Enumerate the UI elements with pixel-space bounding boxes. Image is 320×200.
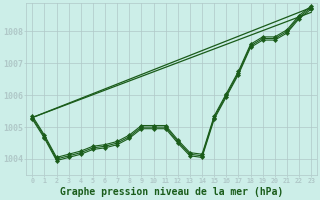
X-axis label: Graphe pression niveau de la mer (hPa): Graphe pression niveau de la mer (hPa) — [60, 187, 284, 197]
